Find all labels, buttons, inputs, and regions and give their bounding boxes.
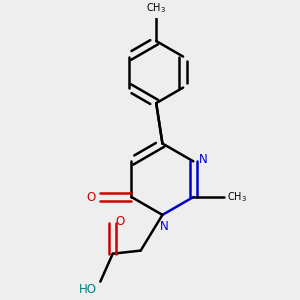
Text: CH$_3$: CH$_3$ [227,190,247,204]
Text: N: N [160,220,168,233]
Text: O: O [86,190,96,203]
Text: N: N [199,153,208,166]
Text: O: O [116,214,125,228]
Text: HO: HO [79,283,97,296]
Text: CH$_3$: CH$_3$ [146,1,166,15]
